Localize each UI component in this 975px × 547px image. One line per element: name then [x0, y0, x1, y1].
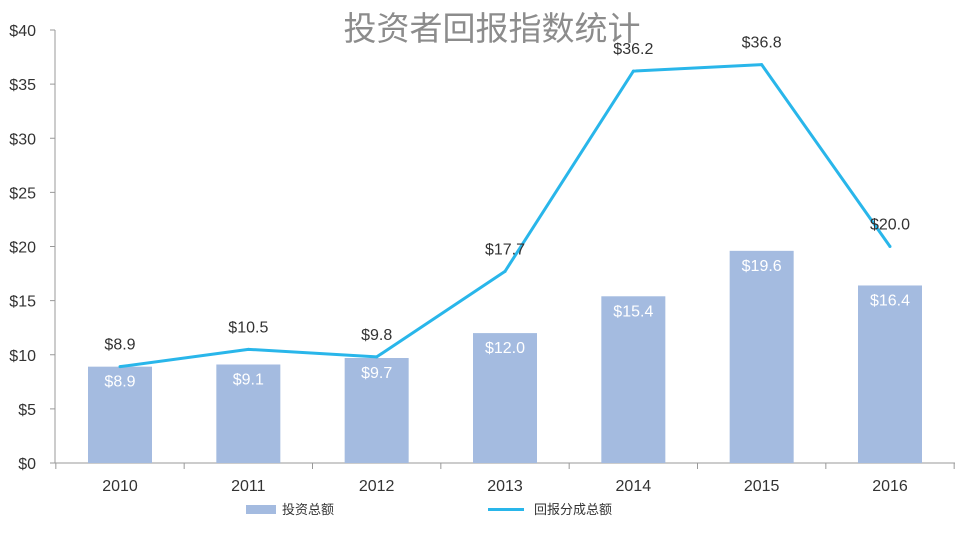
line-point: [118, 365, 122, 369]
y-tick-label: $15: [9, 294, 36, 311]
bar: [88, 366, 152, 463]
line-point: [631, 69, 635, 73]
bar-value-label: $9.1: [233, 371, 264, 388]
bar: [344, 357, 409, 463]
line-value-label: $10.5: [228, 319, 268, 336]
y-tick-label: $35: [9, 77, 36, 94]
x-tick-label: 2013: [487, 478, 523, 495]
y-tick-label: $40: [9, 23, 36, 40]
line-point: [760, 63, 764, 67]
y-tick-label: $0: [18, 456, 36, 473]
legend-label-line: 回报分成总额: [534, 503, 612, 518]
x-tick-label: 2014: [616, 478, 652, 495]
bar: [601, 296, 666, 463]
line-series: $8.9 $10.5 $9.8 $17.7 $36.2 $36.8 $20.0: [104, 35, 910, 369]
line-point: [888, 245, 892, 248]
x-tick-label: 2010: [102, 478, 138, 495]
x-tick-label: 2016: [872, 478, 908, 495]
x-tick-label: 2015: [744, 478, 780, 495]
y-tick-label: $10: [9, 348, 36, 365]
line-point: [375, 355, 379, 359]
line-point: [503, 269, 507, 273]
bar-value-label: $8.9: [104, 374, 135, 391]
chart-title: 投资者回报指数统计: [344, 9, 641, 48]
bar-value-label: $19.6: [742, 258, 782, 275]
y-tick-label: $25: [9, 185, 36, 202]
line-value-label: $20.0: [870, 217, 910, 234]
bar: [473, 333, 537, 463]
x-tick-label: 2011: [231, 478, 266, 495]
line-value-label: $9.8: [361, 327, 392, 344]
bar-value-label: $9.7: [361, 365, 392, 382]
line-point: [246, 347, 250, 351]
bar-value-label: $16.4: [870, 292, 910, 309]
y-axis-ticks: $0 $5 $10 $15 $20 $25 $30 $35 $40: [9, 23, 55, 473]
x-tick-label: 2012: [359, 478, 395, 495]
legend-label-bar: 投资总额: [282, 502, 334, 518]
line-value-label: $36.2: [613, 41, 653, 58]
line-value-label: $8.9: [104, 337, 135, 354]
bar-series: $8.9 $9.1 $9.7 $12.0 $15.4 $19.6 $16.4: [88, 250, 922, 463]
legend: 投资总额 回报分成总额: [246, 502, 612, 518]
x-axis-ticks: 2010 2011 2012 2013 2014 2015 2016: [55, 463, 955, 495]
y-tick-label: $5: [18, 402, 36, 419]
bar: [858, 285, 922, 463]
y-tick-label: $30: [9, 131, 36, 148]
bar: [729, 250, 794, 463]
legend-swatch-bar: [246, 505, 276, 514]
line-value-label: $36.8: [742, 35, 782, 52]
bar: [216, 364, 281, 463]
y-tick-label: $20: [9, 240, 36, 257]
bar-value-label: $15.4: [613, 303, 653, 320]
bar-value-label: $12.0: [485, 340, 525, 357]
line-value-label: $17.7: [485, 241, 525, 258]
